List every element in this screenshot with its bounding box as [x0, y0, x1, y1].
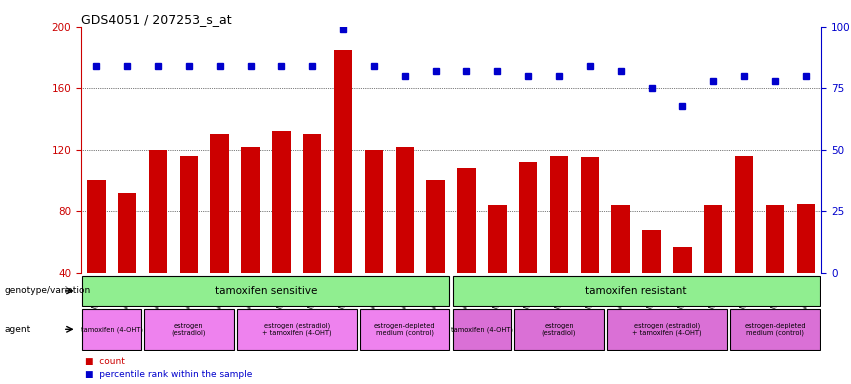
Bar: [673, 247, 692, 273]
Bar: [149, 150, 167, 273]
FancyBboxPatch shape: [453, 276, 820, 306]
Text: tamoxifen (4-OHT): tamoxifen (4-OHT): [81, 326, 143, 333]
Text: GDS4051 / 207253_s_at: GDS4051 / 207253_s_at: [81, 13, 231, 26]
Bar: [426, 180, 445, 273]
FancyBboxPatch shape: [83, 276, 449, 306]
Bar: [519, 162, 537, 273]
Bar: [704, 205, 722, 273]
Bar: [334, 50, 352, 273]
Bar: [488, 205, 506, 273]
FancyBboxPatch shape: [83, 309, 141, 349]
Bar: [364, 150, 383, 273]
Bar: [242, 147, 260, 273]
FancyBboxPatch shape: [360, 309, 449, 349]
Text: estrogen
(estradiol): estrogen (estradiol): [542, 323, 576, 336]
Text: genotype/variation: genotype/variation: [4, 286, 90, 295]
FancyBboxPatch shape: [514, 309, 603, 349]
Text: tamoxifen resistant: tamoxifen resistant: [585, 286, 687, 296]
Text: tamoxifen sensitive: tamoxifen sensitive: [214, 286, 317, 296]
Bar: [303, 134, 322, 273]
FancyBboxPatch shape: [237, 309, 357, 349]
Bar: [643, 230, 660, 273]
FancyBboxPatch shape: [607, 309, 727, 349]
FancyBboxPatch shape: [730, 309, 820, 349]
Text: agent: agent: [4, 325, 31, 334]
Text: estrogen-depleted
medium (control): estrogen-depleted medium (control): [374, 323, 436, 336]
Bar: [457, 168, 476, 273]
Text: ■  count: ■ count: [85, 357, 125, 366]
Bar: [180, 156, 198, 273]
Bar: [87, 180, 106, 273]
Bar: [210, 134, 229, 273]
FancyBboxPatch shape: [144, 309, 233, 349]
Bar: [550, 156, 568, 273]
Bar: [396, 147, 414, 273]
Text: estrogen (estradiol)
+ tamoxifen (4-OHT): estrogen (estradiol) + tamoxifen (4-OHT): [632, 322, 702, 336]
Text: estrogen
(estradiol): estrogen (estradiol): [172, 323, 206, 336]
Bar: [117, 193, 136, 273]
Bar: [766, 205, 784, 273]
Text: estrogen-depleted
medium (control): estrogen-depleted medium (control): [744, 323, 806, 336]
Bar: [272, 131, 290, 273]
Bar: [580, 157, 599, 273]
Bar: [734, 156, 753, 273]
Bar: [797, 204, 815, 273]
Text: ■  percentile rank within the sample: ■ percentile rank within the sample: [85, 370, 253, 379]
Text: tamoxifen (4-OHT): tamoxifen (4-OHT): [451, 326, 513, 333]
Bar: [611, 205, 630, 273]
Text: estrogen (estradiol)
+ tamoxifen (4-OHT): estrogen (estradiol) + tamoxifen (4-OHT): [262, 322, 332, 336]
FancyBboxPatch shape: [453, 309, 511, 349]
